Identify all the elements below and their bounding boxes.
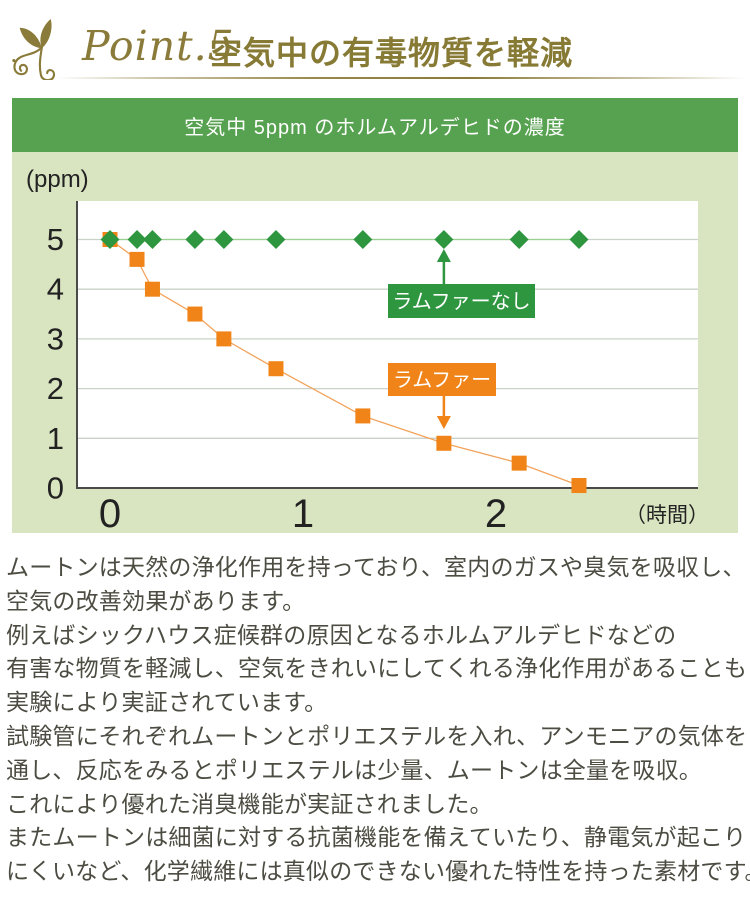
square-marker (187, 306, 203, 322)
square-marker (571, 478, 587, 494)
plot-area (77, 201, 698, 488)
svg-text:1: 1 (292, 492, 314, 533)
text-line: 有害な物質を軽減し、空気をきれいにしてくれる浄化作用があることも (6, 656, 748, 682)
annotation-box (388, 363, 496, 396)
text-line: またムートンは細菌に対する抗菌機能を備えていたり、静電気が起こり (6, 825, 747, 851)
square-marker (144, 281, 160, 297)
gold-divider (56, 77, 746, 79)
annotation-no-ramfur: ラムファーなし (388, 249, 535, 318)
flourish-icon (12, 19, 56, 80)
arrow-down-icon (436, 416, 451, 429)
svg-text:1: 1 (47, 421, 64, 456)
text-line: 試験管にそれぞれムートンとポリエステルを入れ、アンモニアの気体を (6, 723, 748, 749)
chart-title: 空気中 5ppm のホルムアルデヒドの濃度 (184, 116, 566, 139)
square-marker (355, 408, 371, 424)
svg-text:2: 2 (485, 492, 507, 533)
svg-text:5: 5 (47, 222, 64, 257)
annotation-ramfur: ラムファー (388, 363, 496, 429)
text-line: 空気の改善効果があります。 (6, 588, 306, 614)
text-line: ムートンは天然の浄化作用を持っており、室内のガスや臭気を吸収し、 (6, 555, 746, 580)
square-marker (268, 361, 284, 377)
svg-text:3: 3 (47, 321, 64, 356)
svg-text:0: 0 (99, 492, 121, 533)
diamond-marker (100, 230, 120, 249)
svg-text:0: 0 (47, 471, 64, 506)
point-number-label: Point.5 (82, 22, 235, 70)
square-marker (511, 455, 527, 471)
diamond-marker (142, 230, 162, 249)
y-axis-unit-label: (ppm) (26, 166, 89, 193)
diamond-marker (353, 230, 373, 249)
square-marker (436, 435, 452, 451)
arrow-up-icon (436, 249, 451, 262)
text-line: 例えばシックハウス症候群の原因となるホルムアルデヒドなどの (6, 622, 677, 648)
square-marker (216, 331, 232, 347)
diamond-marker (214, 230, 234, 249)
text-line: にくいなど、化学繊維には真似のできない優れた特性を持った素材です。 (6, 859, 750, 885)
diamond-marker (127, 230, 147, 249)
square-marker (129, 251, 145, 267)
annotation-label: ラムファーなし (392, 291, 530, 313)
x-tick-labels: 0 1 2 (99, 492, 507, 533)
chart-panel: 空気中 5ppm のホルムアルデヒドの濃度 (ppm) 5 4 3 2 1 0 0 1 2 （時間… (12, 98, 738, 533)
text-line: 通し、反応をみるとポリエステルは少量、ムートンは全量を吸収。 (6, 757, 702, 783)
page-title: 空気中の有毒物質を軽減 (210, 35, 574, 71)
diamond-marker (185, 230, 205, 249)
annotation-box (388, 284, 535, 318)
svg-text:4: 4 (47, 272, 64, 307)
x-axis-unit-label: （時間） (625, 504, 709, 527)
svg-text:2: 2 (47, 371, 64, 406)
diamond-marker (434, 230, 454, 249)
diamond-marker (266, 230, 286, 249)
description-text: ムートンは天然の浄化作用を持っており、室内のガスや臭気を吸収し、 空気の改善効果… (6, 551, 750, 889)
annotation-label: ラムファー (393, 370, 491, 392)
text-line: これにより優れた消臭機能が実証されました。 (6, 791, 493, 817)
chart-title-bar: 空気中 5ppm のホルムアルデヒドの濃度 (12, 98, 738, 152)
y-tick-labels: 5 4 3 2 1 0 (47, 222, 64, 506)
diamond-marker (569, 230, 589, 249)
series-line-ramfur (109, 238, 580, 487)
text-line: 実験により実証されています。 (6, 690, 328, 716)
